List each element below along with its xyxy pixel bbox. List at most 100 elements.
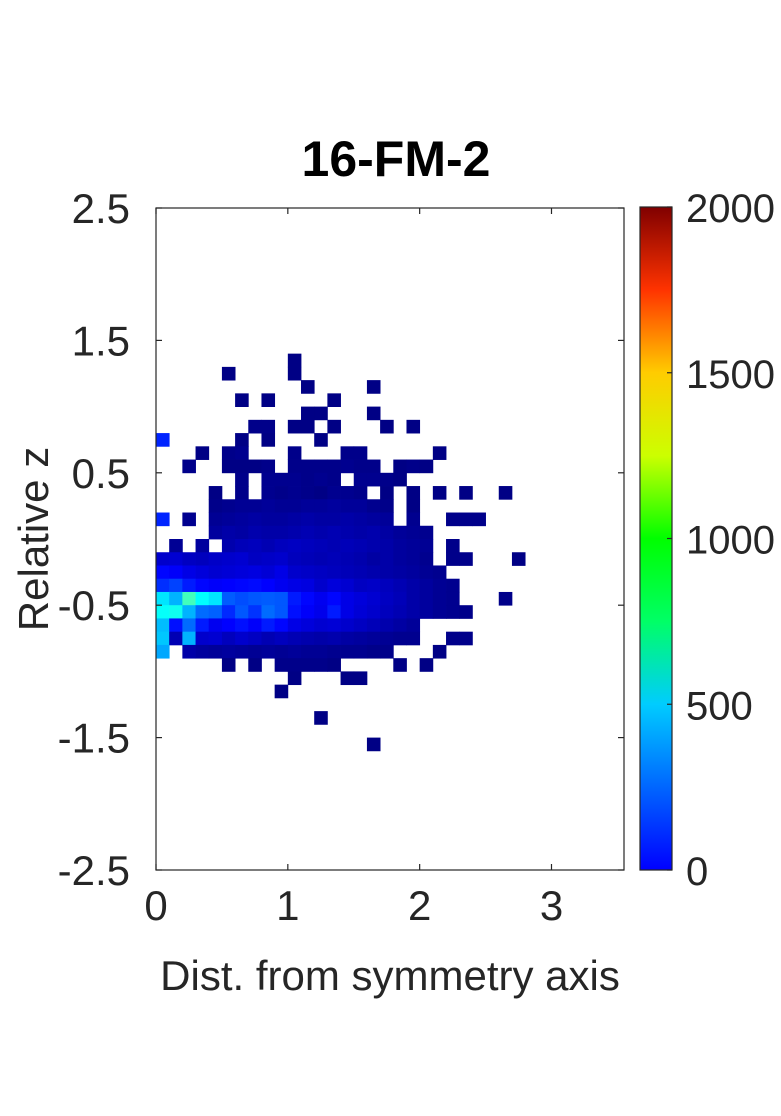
heatmap-cell [221,512,236,527]
heatmap-cell [353,618,368,633]
heatmap-cell [353,552,368,566]
heatmap-cell [195,644,210,659]
heatmap-cell [156,644,170,659]
heatmap-cell [248,631,262,646]
heatmap-cell [301,605,315,619]
heatmap-cell [366,499,381,513]
heatmap-cell [366,618,381,633]
chart-title: 16-FM-2 [302,131,491,187]
heatmap-cell [261,459,276,474]
heatmap-cell [419,552,434,566]
heatmap-cell [287,499,302,513]
colorbar-tick-label: 500 [686,684,753,728]
heatmap-cell [287,512,302,527]
colorbar-gradient [640,207,672,870]
y-tick-label: 0.5 [72,450,130,497]
x-axis: 0 1 2 3 [144,208,563,929]
heatmap-cell [393,552,407,566]
heatmap-cell [353,472,368,487]
heatmap-cell [208,644,223,659]
heatmap-cell [287,486,302,500]
heatmap-cell [274,631,289,646]
heatmap-cell [208,486,223,500]
heatmap-cell [221,644,236,659]
heatmap-cell [287,459,302,474]
heatmap-cell [248,512,262,527]
heatmap-cell [195,618,210,633]
colorbar-ticks: 0 500 1000 1500 2000 [667,187,775,894]
heatmap-cell [393,618,407,633]
heatmap-cell [314,591,328,606]
x-tick-label: 3 [540,882,563,929]
heatmap-cell [314,512,328,527]
heatmap-cell [419,525,434,540]
heatmap-cell [301,565,315,580]
heatmap-cell [432,486,447,500]
heatmap-cell [208,552,223,566]
heatmap-cell [182,591,196,606]
colorbar-tick-label: 2000 [686,187,775,231]
heatmap-cell [380,578,394,593]
heatmap-cell [380,618,394,633]
heatmap-cell [274,644,289,659]
heatmap-cell [261,552,276,566]
heatmap-cell [274,658,289,672]
heatmap-cell [301,472,315,487]
heatmap-cell [274,512,289,527]
heatmap-cell [156,631,170,646]
heatmap-cell [498,486,513,500]
heatmap-cell [235,539,249,553]
heatmap-cell [221,539,236,553]
heatmap-cell [327,393,341,407]
heatmap-cell [301,419,315,434]
heatmap-cell [432,565,447,580]
heatmap-cell [274,486,289,500]
heatmap-cell [314,406,328,421]
heatmap-cell [287,591,302,606]
heatmap-cell [248,644,262,659]
heatmap-cell [380,565,394,580]
heatmap-cell [274,499,289,513]
heatmap-cell [327,512,341,527]
heatmap-cell [446,539,460,553]
heatmap-cell [182,552,196,566]
heatmap-cell [366,565,381,580]
heatmap-cell [380,552,394,566]
heatmap-cell [340,539,355,553]
heatmap-cell [274,618,289,633]
heatmap-cell [314,539,328,553]
heatmap-cell [327,486,341,500]
heatmap-cell [208,512,223,527]
heatmap-cell [287,539,302,553]
heatmap-cell [301,631,315,646]
heatmap-cell [195,539,210,553]
heatmap-cell [248,591,262,606]
heatmap-cell [353,644,368,659]
heatmap-cell [353,605,368,619]
heatmap-cell [406,618,421,633]
heatmap-cell [169,578,183,593]
heatmap-cell [314,578,328,593]
heatmap-cell [235,512,249,527]
heatmap-cell [353,539,368,553]
heatmap-cell [261,578,276,593]
heatmap-cell [327,605,341,619]
heatmap-cell [287,472,302,487]
heatmap-cell [340,644,355,659]
heatmap-cell [393,605,407,619]
heatmap-cell [274,591,289,606]
heatmap-cell [393,591,407,606]
heatmap-cell [459,552,473,566]
heatmap-cell [459,631,473,646]
heatmap-cell [472,512,486,527]
heatmap-cell [314,658,328,672]
heatmap-cell [235,446,249,460]
heatmap-cell [419,658,434,672]
heatmap-cell [327,459,341,474]
heatmap-cell [182,644,196,659]
heatmap-cell [366,605,381,619]
heatmap-cell [340,512,355,527]
y-tick-label: 1.5 [72,317,130,364]
heatmap-cell [432,578,447,593]
heatmap-cell [156,591,170,606]
